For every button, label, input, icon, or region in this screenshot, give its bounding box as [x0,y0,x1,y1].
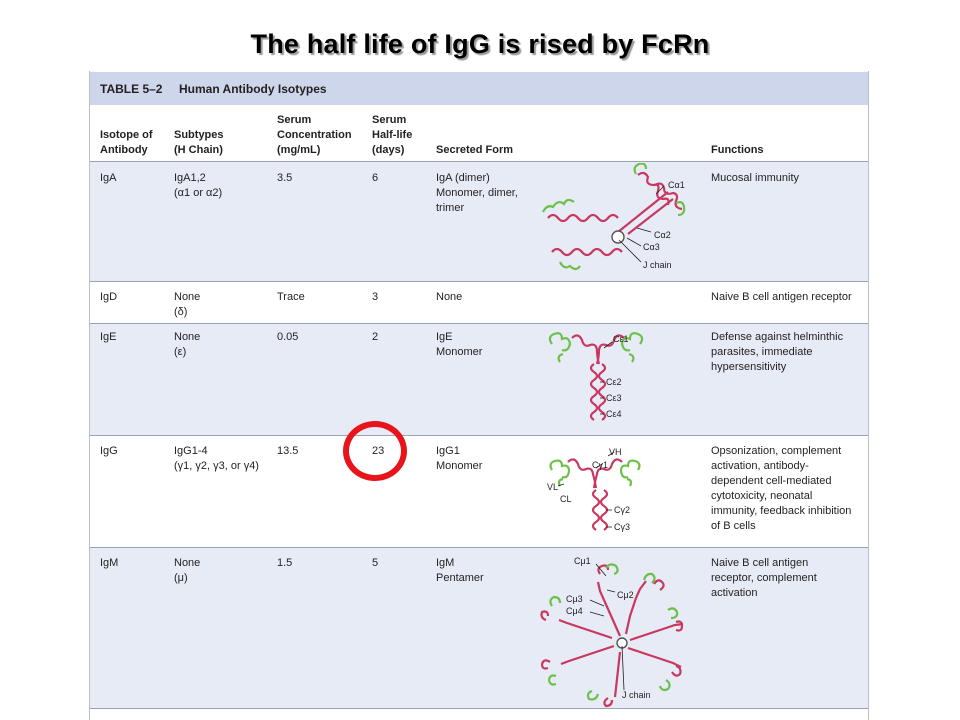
igg-label-vh: VH [609,447,622,457]
row-divider [90,708,868,709]
igg-serum-concentration: 13.5 [277,445,299,457]
igm-label-cm2: Cμ2 [617,590,634,600]
row-band-igd [90,282,868,323]
ige-heavy-chains [571,334,625,421]
iga-light-chains [542,163,686,271]
iga-heavy-chains [547,171,683,257]
iga-leader-lines [618,185,665,263]
header-functions: Functions [711,144,764,156]
igd-isotype: IgD [100,291,118,303]
igd-functions: Naive B cell antigen receptor [711,291,852,303]
igm-subtypes: None (μ) [174,557,201,584]
iga-label-ca2: Cα2 [654,230,671,240]
ige-serum-concentration: 0.05 [277,331,299,343]
row-band-ige [90,324,868,435]
iga-functions: Mucosal immunity [711,172,800,184]
igg-leader-lines [557,451,615,528]
ige-leader-lines [600,341,613,415]
igm-secreted-form: IgM Pentamer [436,557,484,584]
iga-label-jchain: J chain [643,260,672,270]
iga-label-ca3: Cα3 [643,242,660,252]
igm-serum-concentration: 1.5 [277,557,293,569]
iga-serum-concentration: 3.5 [277,172,293,184]
row-divider [90,323,868,324]
igm-half-life: 5 [372,557,379,569]
iga-half-life: 6 [372,172,379,184]
ige-secreted-form: IgE Monomer [436,331,483,358]
row-divider [90,435,868,436]
row-band-igm [90,548,868,708]
row-band-iga [90,162,868,281]
igm-label-cm4: Cμ4 [566,606,583,616]
ige-isotype: IgE [100,331,117,343]
header-divider [90,161,868,162]
iga-label-ca1: Cα1 [668,180,685,190]
igm-functions: Naive B cell antigen receptor, complemen… [711,557,817,599]
igm-isotype: IgM [100,557,119,569]
table-caption-number: TABLE 5–2 [100,82,163,96]
igd-subtypes: None (δ) [174,291,201,318]
iga-isotype: IgA [100,172,117,184]
igm-label-cm1: Cμ1 [574,556,591,566]
igd-serum-concentration: Trace [277,291,305,303]
iga-subtypes: IgA1,2 (α1 or α2) [174,172,223,199]
igg-label-cg1: Cγ1 [592,460,608,470]
igg-secreted-form: IgG1 Monomer [436,445,483,472]
header-isotype: Isotope of Antibody [100,129,153,156]
ige-light-chains [548,332,644,363]
slide-title: The half life of IgG is rised by FcRn [250,29,710,59]
header-serum-concentration: Serum Concentration (mg/mL) [277,114,352,156]
igg-monomer-diagram: VH Cγ1 VL CL Cγ2 Cγ3 [547,447,641,532]
ige-label-ce1: Cε1 [613,334,629,344]
igg-isotype: IgG [100,445,118,457]
igd-half-life: 3 [372,291,379,303]
ige-functions: Defense against helminthic parasites, im… [711,331,844,373]
igg-label-cg3: Cγ3 [614,522,630,532]
igg-label-cl: CL [560,494,572,504]
header-half-life: Serum Half-life (days) [372,114,413,156]
table-caption-title: Human Antibody Isotypes [179,82,327,96]
iga-secreted-form: IgA (dimer) Monomer, dimer, trimer [436,172,518,214]
igg-label-cg2: Cγ2 [614,505,630,515]
igm-leader-lines [589,563,625,691]
igg-subtypes: IgG1-4 (γ1, γ2, γ3, or γ4) [174,445,259,472]
igg-label-vl: VL [547,482,558,492]
ige-monomer-diagram: Cε1 Cε2 Cε3 Cε4 [548,332,644,421]
row-band-igg [90,436,868,547]
ige-label-ce4: Cε4 [606,409,622,419]
header-secreted-form: Secreted Form [436,144,514,156]
ige-subtypes: None (ε) [174,331,201,358]
igm-label-cm3: Cμ3 [566,594,583,604]
igm-light-chains [547,563,679,701]
ige-label-ce3: Cε3 [606,393,622,403]
igm-label-jchain: J chain [622,690,651,700]
header-subtypes: Subtypes (H Chain) [174,129,224,156]
ige-label-ce2: Cε2 [606,377,622,387]
igm-heavy-chains [540,564,684,708]
igg-functions: Opsonization, complement activation, ant… [711,445,852,532]
row-divider [90,281,868,282]
igd-secreted-form: None [436,291,463,303]
igm-pentamer-diagram: Cμ1 Cμ2 Cμ3 Cμ4 J chain [540,556,684,708]
igg-half-life-highlight-circle [343,421,407,481]
j-chain-icon [611,230,625,244]
table-caption-band [90,72,868,105]
iga-dimer-diagram: Cα1 Cα2 Cα3 J chain [542,163,686,271]
igg-heavy-chains [567,458,623,531]
row-divider [90,547,868,548]
ige-half-life: 2 [372,331,379,343]
